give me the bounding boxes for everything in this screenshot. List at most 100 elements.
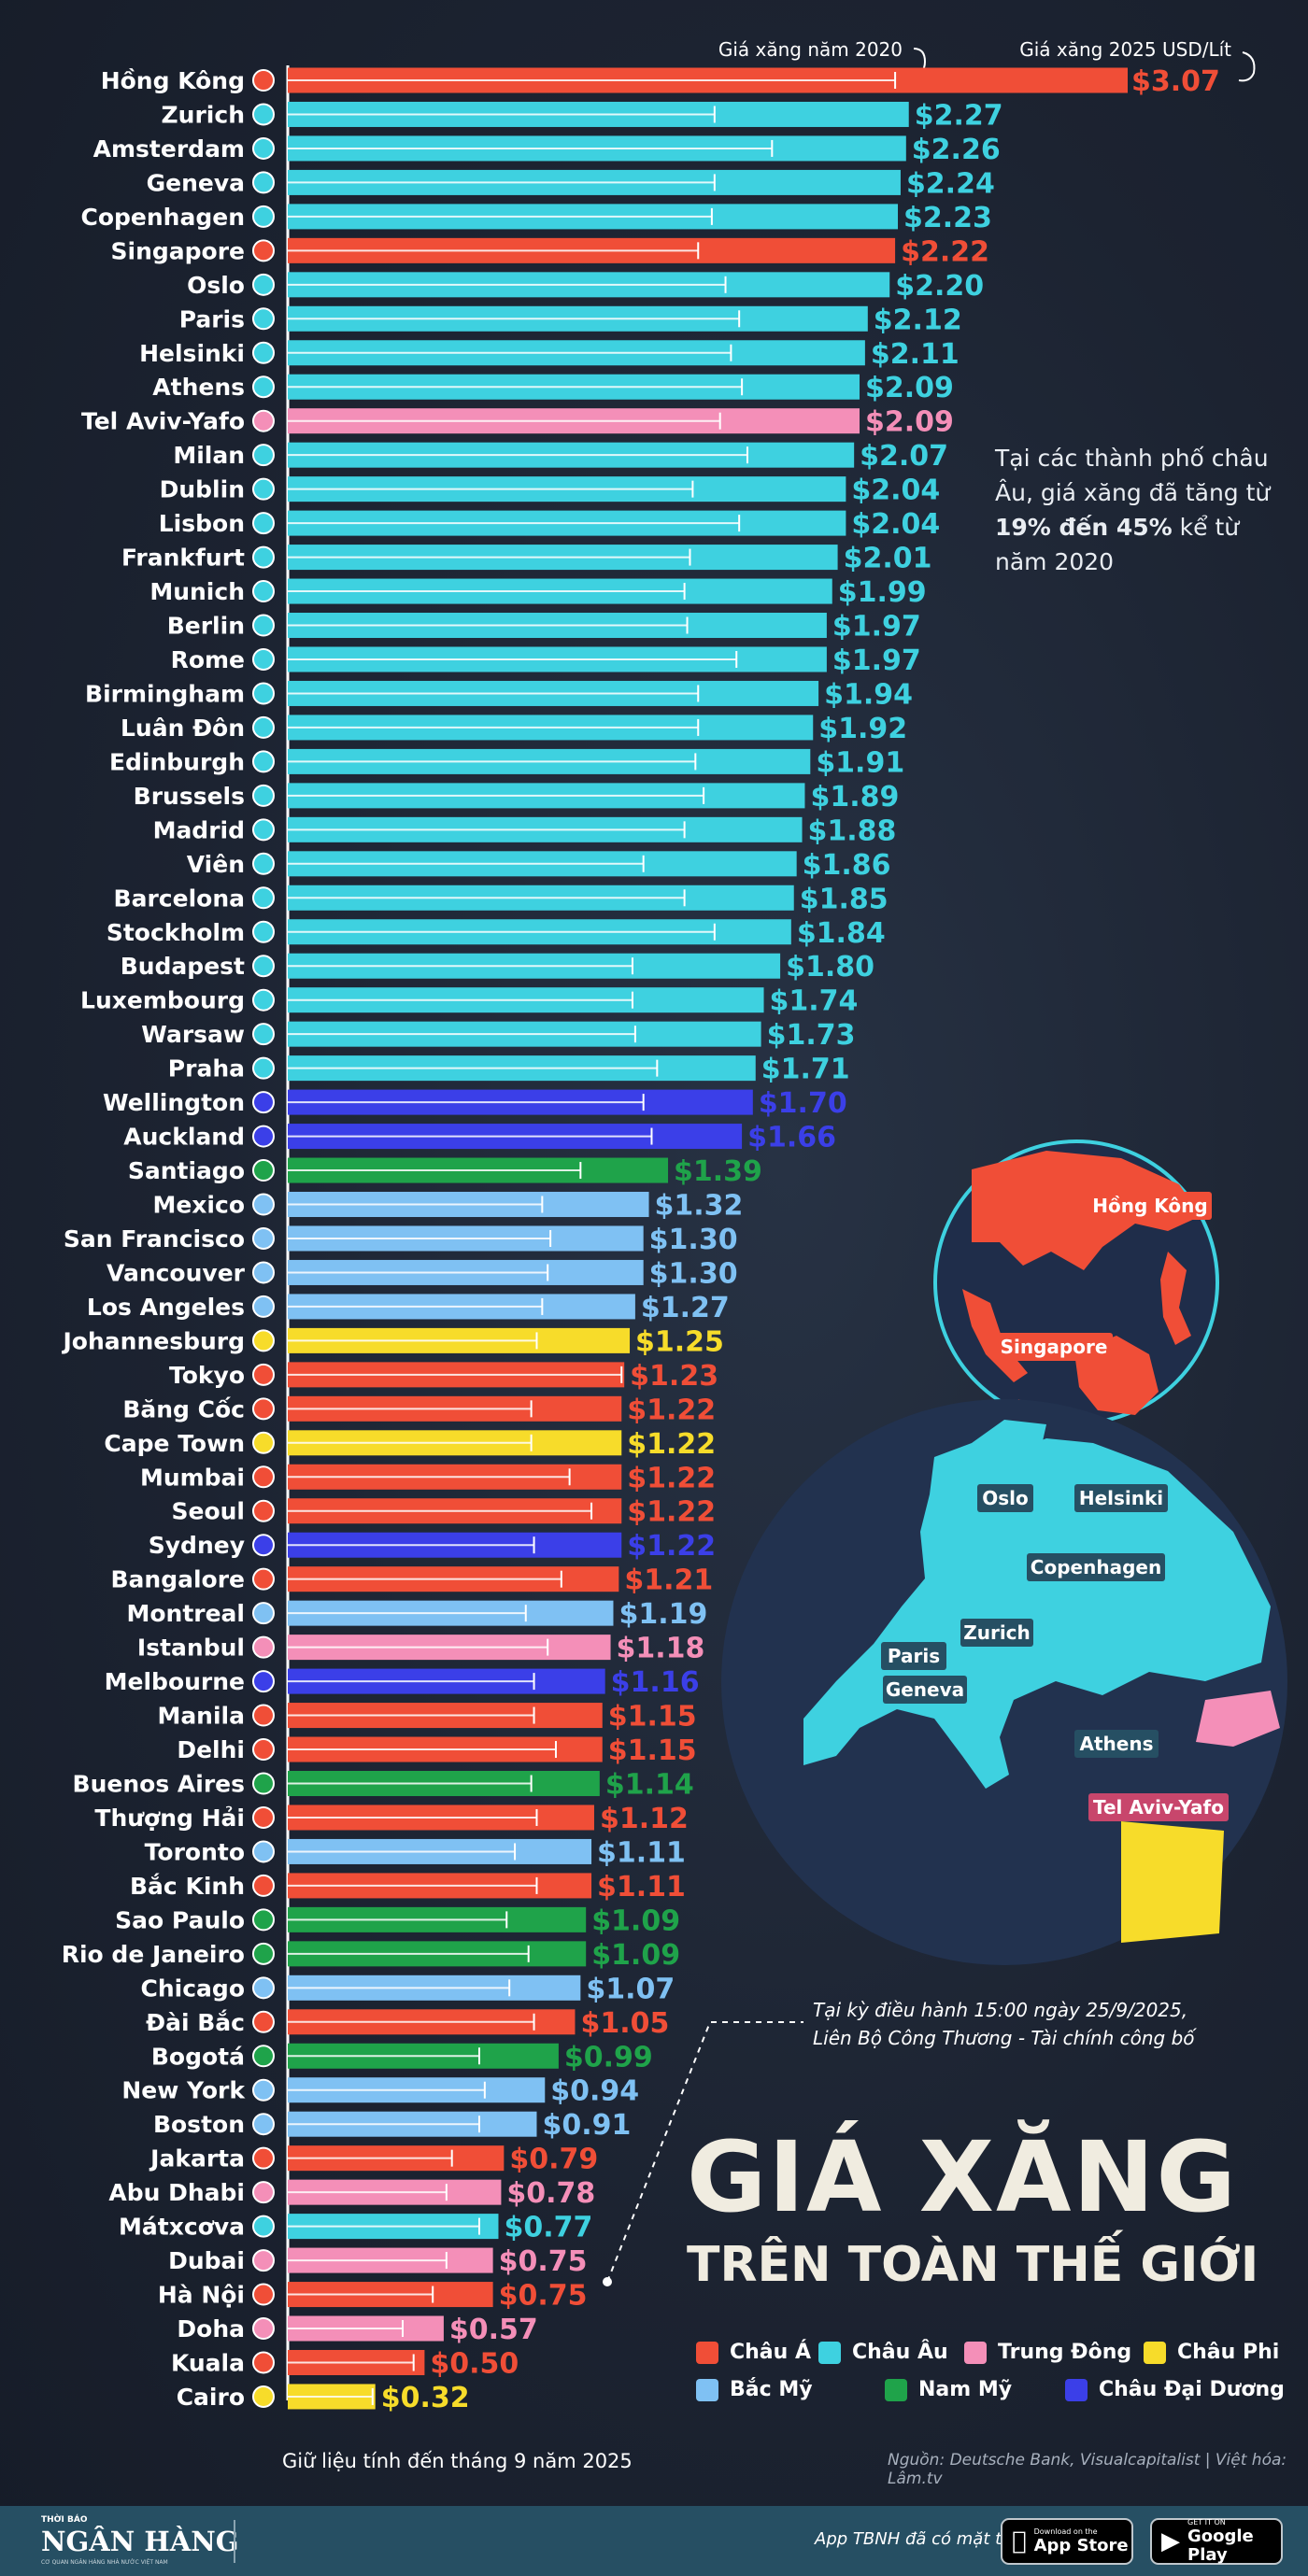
city-label: Bangalore bbox=[110, 1566, 245, 1593]
header-2020-label: Giá xăng năm 2020 bbox=[718, 38, 903, 61]
hanoi-leader-dot bbox=[603, 2277, 612, 2286]
google-play-button[interactable]: ▶ GET IT ON Google Play bbox=[1150, 2518, 1283, 2565]
city-label: Berlin bbox=[167, 613, 245, 640]
city-label: Helsinki bbox=[139, 340, 245, 367]
value-label: $1.22 bbox=[627, 1394, 716, 1426]
value-label: $0.50 bbox=[430, 2347, 519, 2380]
flag-icon bbox=[252, 647, 275, 671]
value-label: $1.07 bbox=[586, 1973, 675, 2005]
map-label-athens: Athens bbox=[1080, 1733, 1154, 1755]
value-label: $1.25 bbox=[635, 1325, 724, 1358]
flag-icon bbox=[252, 1602, 275, 1625]
brand-logo[interactable]: NGÂN HÀNG bbox=[41, 2526, 239, 2557]
bar-row: Luxembourg $1.74 bbox=[80, 985, 858, 1018]
bar-row: Viên $1.86 bbox=[187, 849, 891, 882]
flag-icon bbox=[252, 852, 275, 875]
bar-row: Oslo $2.20 bbox=[187, 270, 984, 303]
value-label: $1.27 bbox=[641, 1292, 730, 1324]
bar-row: Sao Paulo $1.09 bbox=[115, 1904, 680, 1937]
brand-tagline: CƠ QUAN NGÂN HÀNG NHÀ NƯỚC VIỆT NAM bbox=[41, 2559, 168, 2566]
bar-row: Auckland $1.66 bbox=[123, 1122, 836, 1154]
city-label: Paris bbox=[179, 305, 245, 333]
value-label: $0.91 bbox=[542, 2109, 631, 2142]
city-label: Tokyo bbox=[169, 1362, 245, 1389]
city-label: Cairo bbox=[177, 2384, 245, 2411]
map-label-box bbox=[996, 1333, 1113, 1361]
city-label: Tel Aviv-Yafo bbox=[81, 408, 245, 435]
bar-row: Buenos Aires $1.14 bbox=[73, 1769, 694, 1802]
map-label-box bbox=[960, 1619, 1033, 1647]
value-label: $2.01 bbox=[844, 543, 932, 575]
flag-icon bbox=[252, 2351, 275, 2374]
city-label: Hà Nội bbox=[158, 2282, 245, 2309]
value-label: $0.94 bbox=[550, 2075, 639, 2108]
source-credit: Nguồn: Deutsche Bank, Visualcapitalist |… bbox=[888, 2451, 1287, 2488]
europe-note-text: Tại các thành phố châu Âu, giá xăng đã t… bbox=[995, 445, 1271, 506]
legend-swatch bbox=[818, 2341, 841, 2364]
flag-icon bbox=[252, 2146, 275, 2170]
bar-row: Doha $0.57 bbox=[177, 2314, 537, 2346]
flag-icon bbox=[252, 2385, 275, 2408]
flag-icon bbox=[252, 1159, 275, 1182]
google-play-small: GET IT ON bbox=[1187, 2518, 1226, 2526]
value-label: $0.78 bbox=[506, 2177, 595, 2210]
bar-row: Đài Bắc $1.05 bbox=[146, 2007, 669, 2040]
bar-row: Munich $1.99 bbox=[149, 576, 926, 609]
value-label: $1.97 bbox=[832, 644, 921, 677]
bar-row: Montreal $1.19 bbox=[126, 1598, 707, 1631]
flag-icon bbox=[252, 2249, 275, 2272]
map-label-copenhagen: Copenhagen bbox=[1031, 1556, 1161, 1578]
value-label: $2.07 bbox=[860, 440, 948, 473]
city-label: Đài Bắc bbox=[146, 2009, 245, 2036]
value-label: $3.07 bbox=[1131, 65, 1220, 98]
bar-row: Băng Cốc $1.22 bbox=[122, 1394, 716, 1426]
value-label: $1.23 bbox=[630, 1360, 718, 1393]
city-label: Montreal bbox=[126, 1600, 245, 1627]
city-label: Stockholm bbox=[107, 919, 245, 946]
city-label: Toronto bbox=[145, 1838, 245, 1865]
flag-icon bbox=[252, 2215, 275, 2238]
bar-row: Johannesburg $1.25 bbox=[62, 1325, 724, 1358]
value-label: $2.20 bbox=[895, 270, 984, 303]
value-label: $1.14 bbox=[605, 1769, 694, 1802]
city-label: Delhi bbox=[177, 1736, 245, 1763]
city-label: Viên bbox=[187, 851, 245, 878]
value-label: $2.22 bbox=[901, 235, 989, 268]
city-label: Barcelona bbox=[114, 885, 245, 912]
city-label: Istanbul bbox=[137, 1635, 245, 1662]
legend-item-asia: Châu Á bbox=[696, 2341, 811, 2364]
value-label: $2.04 bbox=[851, 474, 940, 507]
flag-icon bbox=[252, 1805, 275, 1829]
flag-icon bbox=[252, 444, 275, 467]
flag-icon bbox=[252, 205, 275, 228]
bar-row: Geneva $2.24 bbox=[147, 167, 995, 200]
bar-row: Chicago $1.07 bbox=[141, 1973, 675, 2005]
flag-icon bbox=[252, 1567, 275, 1591]
city-label: Frankfurt bbox=[121, 545, 245, 572]
bar-row: Wellington $1.70 bbox=[103, 1087, 847, 1120]
city-label: Bogotá bbox=[151, 2043, 245, 2070]
value-label: $1.30 bbox=[649, 1257, 738, 1290]
value-label: $0.79 bbox=[509, 2144, 598, 2176]
middle-east-land bbox=[1196, 1691, 1280, 1747]
bar-row: Edinburgh $1.91 bbox=[109, 746, 904, 779]
flag-icon bbox=[252, 1261, 275, 1284]
value-label: $0.75 bbox=[499, 2245, 588, 2278]
value-label: $1.22 bbox=[627, 1496, 716, 1529]
bar-row: San Francisco $1.30 bbox=[64, 1224, 738, 1256]
flag-icon bbox=[252, 136, 275, 160]
europe-note-highlight: 19% đến 45% bbox=[995, 514, 1173, 541]
bar-row: Jakarta $0.79 bbox=[149, 2144, 598, 2176]
city-label: Melbourne bbox=[105, 1668, 245, 1695]
flag-icon bbox=[252, 920, 275, 943]
bar-row: Sydney $1.22 bbox=[149, 1530, 716, 1563]
scandinavia bbox=[972, 1420, 1046, 1494]
city-label: Dubai bbox=[168, 2247, 245, 2274]
bar-row: Bắc Kinh $1.11 bbox=[130, 1871, 686, 1904]
value-label: $1.15 bbox=[608, 1734, 697, 1767]
flag-icon bbox=[252, 307, 275, 331]
value-label: $0.99 bbox=[564, 2041, 653, 2074]
flag-icon bbox=[252, 477, 275, 501]
bar-row: Cape Town $1.22 bbox=[104, 1428, 716, 1461]
